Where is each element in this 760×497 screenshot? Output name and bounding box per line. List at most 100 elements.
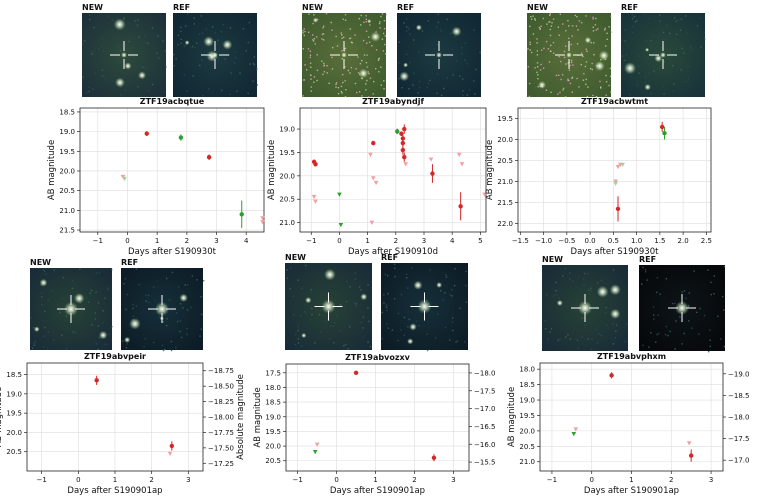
stamp-noise bbox=[652, 35, 654, 37]
y-tick-label: 20.5 bbox=[6, 448, 22, 456]
stamp-noise bbox=[146, 42, 149, 44]
stamp-noise bbox=[590, 289, 592, 291]
stamp-noise bbox=[568, 69, 571, 71]
stamp-noise bbox=[652, 306, 655, 308]
stamp-noise bbox=[339, 304, 342, 306]
stamp-noise bbox=[308, 13, 310, 15]
field-star bbox=[179, 293, 188, 303]
stamp-noise bbox=[717, 315, 719, 318]
stamp-noise bbox=[636, 20, 638, 22]
stamp-noise bbox=[58, 311, 61, 314]
stamp-noise bbox=[302, 48, 305, 50]
stamp-noise bbox=[380, 15, 382, 18]
stamp-label-ref: REF bbox=[381, 253, 398, 262]
stamp-noise bbox=[606, 324, 608, 326]
field-star bbox=[360, 293, 368, 301]
stamp-noise bbox=[180, 38, 182, 41]
field-star bbox=[596, 285, 609, 298]
stamp-noise bbox=[72, 331, 75, 333]
x-tick-label: 1 bbox=[629, 476, 633, 484]
stamp-noise bbox=[393, 298, 396, 300]
stamp-noise bbox=[683, 332, 685, 335]
stamp-noise bbox=[256, 68, 258, 70]
stamp-noise bbox=[637, 65, 640, 67]
stamp-noise bbox=[408, 318, 410, 321]
stamp-noise bbox=[313, 76, 316, 78]
stamp-noise bbox=[43, 335, 45, 337]
stamp-noise bbox=[545, 89, 548, 91]
stamp-noise bbox=[576, 16, 578, 18]
stamp-noise bbox=[323, 65, 325, 67]
stamp-noise bbox=[600, 280, 603, 282]
stamp-noise bbox=[564, 96, 567, 98]
image-stamp-new: NEW bbox=[82, 3, 167, 97]
stamp-noise bbox=[549, 50, 552, 52]
stamp-noise bbox=[557, 93, 559, 95]
stamp-noise bbox=[239, 72, 241, 74]
stamp-noise bbox=[562, 89, 564, 91]
stamp-noise bbox=[322, 39, 325, 41]
stamp-noise bbox=[305, 69, 308, 71]
stamp-noise bbox=[186, 333, 188, 336]
stamp-noise bbox=[61, 334, 63, 336]
stamp-noise bbox=[550, 44, 552, 47]
stamp-noise bbox=[451, 288, 453, 291]
stamp-noise bbox=[286, 269, 288, 271]
stamp-noise bbox=[88, 86, 90, 89]
stamp-noise bbox=[123, 18, 125, 20]
stamp-noise bbox=[185, 25, 187, 27]
stamp-noise bbox=[312, 39, 314, 41]
stamp-noise bbox=[340, 90, 343, 93]
stamp-noise bbox=[595, 95, 598, 98]
stamp-noise bbox=[331, 56, 333, 59]
x-axis-label: Days after S190930t bbox=[571, 247, 660, 257]
stamp-noise bbox=[534, 19, 537, 21]
stamp-noise bbox=[47, 299, 49, 301]
y-tick-label: 21.0 bbox=[279, 219, 295, 227]
target-source bbox=[436, 52, 442, 58]
stamp-noise bbox=[723, 345, 726, 348]
stamp-noise bbox=[368, 72, 370, 75]
x-tick-label: −1 bbox=[306, 237, 316, 245]
stamp-noise bbox=[383, 19, 386, 22]
stamp-noise bbox=[328, 337, 331, 340]
field-star bbox=[115, 77, 125, 88]
stamp-noise bbox=[354, 278, 357, 281]
stamp-noise bbox=[145, 294, 147, 297]
y-tick-label: 18.5 bbox=[6, 371, 22, 379]
stamp-noise bbox=[349, 286, 351, 288]
stamp-noise bbox=[567, 62, 569, 64]
image-stamp-new: NEW bbox=[542, 255, 628, 351]
stamp-noise bbox=[192, 75, 194, 77]
stamp-noise bbox=[377, 59, 380, 61]
chart-ZTF19abvphxm: ZTF19abvphxm −1 0 1 2 3 18.0 18.5 19.0 19.5 20.0 20… bbox=[507, 352, 749, 496]
stamp-noise bbox=[394, 263, 396, 265]
stamp-noise bbox=[350, 66, 353, 69]
stamp-label-new: NEW bbox=[302, 3, 323, 12]
y-tick-label: 20.0 bbox=[265, 443, 281, 451]
field-star bbox=[301, 332, 307, 339]
stamp-noise bbox=[366, 66, 369, 68]
field-star bbox=[598, 50, 610, 61]
stamp-noise bbox=[585, 78, 587, 81]
stamp-noise bbox=[368, 36, 370, 38]
stamp-noise bbox=[300, 345, 303, 347]
stamp-noise bbox=[621, 55, 623, 57]
stamp-noise bbox=[621, 39, 623, 41]
stamp-noise bbox=[529, 41, 531, 44]
stamp-noise bbox=[134, 20, 136, 22]
stamp-noise bbox=[394, 275, 396, 278]
y2-tick-label: −17.25 bbox=[208, 460, 234, 468]
stamp-noise bbox=[400, 293, 403, 296]
upper-limit-marker bbox=[311, 194, 317, 200]
stamp-noise bbox=[104, 297, 106, 299]
stamp-noise bbox=[326, 72, 328, 74]
stamp-noise bbox=[179, 330, 181, 333]
stamp-noise bbox=[337, 92, 340, 95]
stamp-noise bbox=[196, 279, 198, 281]
stamp-noise bbox=[97, 348, 100, 351]
stamp-noise bbox=[101, 37, 103, 40]
stamp-noise bbox=[84, 40, 86, 42]
stamp-noise bbox=[530, 18, 533, 20]
